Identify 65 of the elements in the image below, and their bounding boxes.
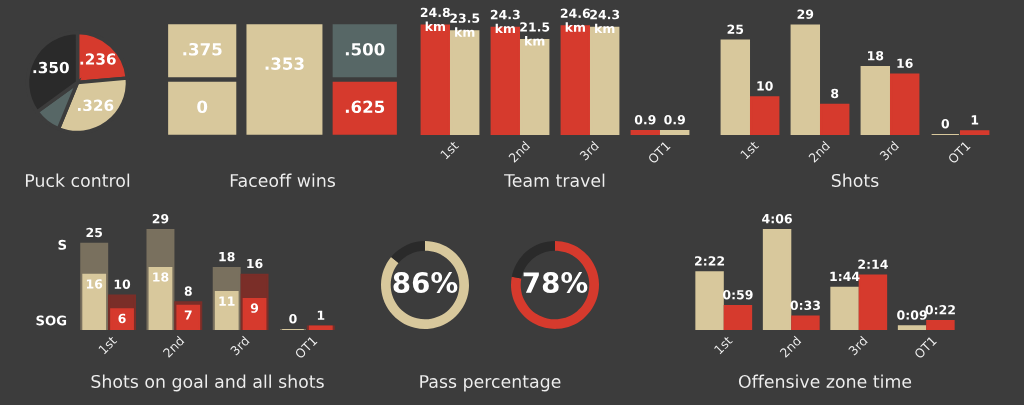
data-label: 0:22 <box>925 305 955 315</box>
x-tick-label: 3rd <box>847 335 868 356</box>
data-label: 10 <box>114 279 131 289</box>
x-tick-label: 1st <box>740 140 760 160</box>
x-tick-label: OT1 <box>294 335 318 360</box>
data-label: 29 <box>797 9 814 19</box>
text: Shots <box>831 173 879 188</box>
x-tick-label: 3rd <box>229 335 250 356</box>
text: 86% <box>393 272 458 294</box>
x-tick-label: 1st <box>98 335 118 355</box>
data-label: 16 <box>247 258 263 269</box>
data-label: 0:09 <box>897 310 927 320</box>
data-label: 7 <box>184 310 192 320</box>
data-label: 8 <box>831 88 839 99</box>
x-tick-label: OT1 <box>947 140 971 165</box>
data-label: 4:06 <box>762 213 792 224</box>
data-label: 18 <box>153 272 169 282</box>
text: Faceoff wins <box>230 173 335 188</box>
text: SOG <box>36 315 67 326</box>
text: .375 <box>183 42 222 56</box>
data-label: 24.3 km <box>490 9 520 34</box>
text: Team travel <box>504 173 605 188</box>
text: .625 <box>345 100 385 114</box>
data-label: 18 <box>868 50 884 61</box>
data-label: 25 <box>727 24 744 34</box>
data-label: 0.9 <box>664 114 685 125</box>
text: 78% <box>523 272 588 294</box>
data-label: 2:14 <box>858 259 888 269</box>
data-label: 2:22 <box>695 256 725 266</box>
data-label: 16 <box>86 279 103 289</box>
x-tick-label: OT1 <box>913 335 937 360</box>
text: 0 <box>197 100 208 114</box>
data-label: 25 <box>86 227 103 238</box>
data-label: 18 <box>219 251 235 262</box>
text: .500 <box>345 42 385 56</box>
data-label: 8 <box>184 286 192 296</box>
data-label: 24.6 km <box>560 8 591 32</box>
data-label: 1:44 <box>830 271 860 281</box>
text: Shots on goal and all shots <box>91 374 324 392</box>
data-label: .236 <box>80 53 116 65</box>
data-label: .326 <box>78 99 114 112</box>
data-label: 1 <box>971 115 979 125</box>
data-label: 16 <box>897 58 913 68</box>
x-tick-label: 1st <box>440 140 460 160</box>
text: Pass percentage <box>420 375 561 392</box>
x-tick-label: OT1 <box>647 140 671 165</box>
data-label: 0 <box>289 313 297 324</box>
data-label: 23.5 km <box>450 13 480 37</box>
text: Puck control <box>25 173 130 188</box>
text: .353 <box>265 57 304 70</box>
data-label: 6 <box>118 313 126 324</box>
x-tick-label: 3rd <box>579 140 600 161</box>
data-label: .350 <box>33 61 69 74</box>
text: Offensive zone time <box>738 374 912 389</box>
data-label: 24.8 km <box>420 7 450 31</box>
x-tick-label: 3rd <box>879 140 900 161</box>
data-label: 0 <box>941 118 950 129</box>
data-label: 9 <box>250 303 259 313</box>
data-label: 10 <box>757 81 773 91</box>
data-label: 11 <box>219 296 235 306</box>
data-label: 29 <box>152 213 169 224</box>
data-label: 1 <box>317 310 325 320</box>
data-label: 0.9 <box>634 114 656 125</box>
x-tick-label: 1st <box>713 335 733 355</box>
text: S <box>58 239 67 250</box>
